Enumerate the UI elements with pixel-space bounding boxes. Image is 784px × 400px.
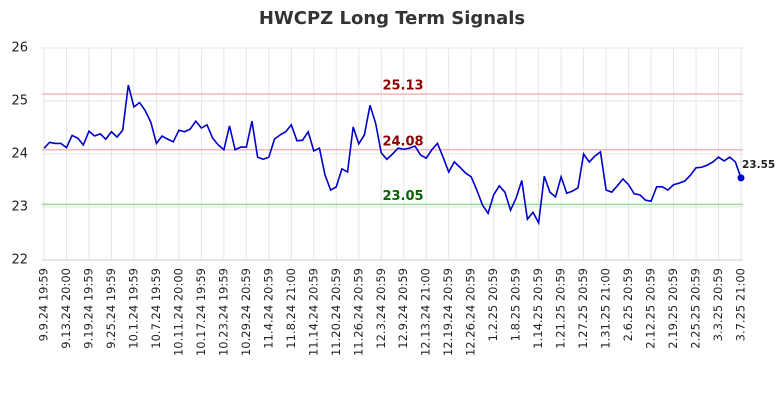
reference-label: 24.08 — [382, 134, 423, 149]
x-tick-label: 1.14.25 20:59 — [531, 268, 545, 349]
x-tick-label: 10.17.24 19:59 — [194, 268, 208, 356]
x-tick-label: 2.25.25 20:59 — [689, 268, 703, 349]
x-tick-label: 11.4.24 20:59 — [261, 268, 275, 349]
y-tick-label: 23 — [11, 200, 28, 215]
x-tick-label: 2.19.25 20:59 — [666, 268, 680, 349]
x-tick-label: 1.27.25 20:59 — [576, 268, 590, 349]
y-tick-label: 24 — [11, 147, 28, 162]
last-value-label: 23.55 — [742, 159, 775, 171]
x-tick-label: 2.12.25 20:59 — [644, 268, 658, 349]
x-tick-label: 11.8.24 21:00 — [284, 268, 298, 349]
x-tick-label: 10.1.24 19:59 — [126, 268, 140, 349]
x-tick-label: 2.6.25 20:59 — [621, 268, 635, 341]
x-tick-label: 11.14.24 20:59 — [306, 268, 320, 356]
reference-label: 23.05 — [382, 189, 423, 204]
x-tick-label: 10.29.24 20:59 — [239, 268, 253, 356]
x-tick-label: 9.25.24 19:59 — [104, 268, 118, 349]
x-tick-label: 9.9.24 19:59 — [37, 268, 51, 341]
x-tick-label: 1.2.25 20:59 — [486, 268, 500, 341]
chart-title: HWCPZ Long Term Signals — [259, 8, 525, 29]
y-tick-label: 22 — [11, 253, 28, 268]
y-tick-label: 26 — [11, 41, 28, 56]
x-tick-label: 1.21.25 20:59 — [554, 268, 568, 349]
line-series — [43, 84, 742, 226]
x-tick-label: 1.31.25 21:00 — [599, 268, 613, 349]
x-tick-label: 9.13.24 20:00 — [59, 268, 73, 349]
x-tick-label: 10.7.24 19:59 — [149, 268, 163, 349]
last-point — [737, 174, 745, 182]
x-tick-label: 11.20.24 20:59 — [329, 268, 343, 356]
x-tick-label: 1.8.25 20:59 — [509, 268, 523, 341]
x-tick-label: 3.3.25 20:59 — [711, 268, 725, 341]
x-tick-label: 9.19.24 19:59 — [81, 268, 95, 349]
x-tick-label: 12.9.24 20:59 — [396, 268, 410, 349]
x-tick-label: 10.23.24 19:59 — [216, 268, 230, 356]
x-tick-label: 10.11.24 20:00 — [171, 268, 185, 356]
y-tick-label: 25 — [11, 94, 28, 109]
x-tick-label: 3.7.25 21:00 — [734, 268, 748, 341]
x-tick-label: 12.13.24 21:00 — [419, 268, 433, 356]
x-tick-label: 12.19.24 20:59 — [441, 268, 455, 356]
x-tick-label: 11.26.24 20:59 — [351, 268, 365, 356]
x-tick-label: 12.3.24 20:59 — [374, 268, 388, 349]
reference-label: 25.13 — [382, 79, 423, 94]
x-tick-label: 12.26.24 20:59 — [464, 268, 478, 356]
